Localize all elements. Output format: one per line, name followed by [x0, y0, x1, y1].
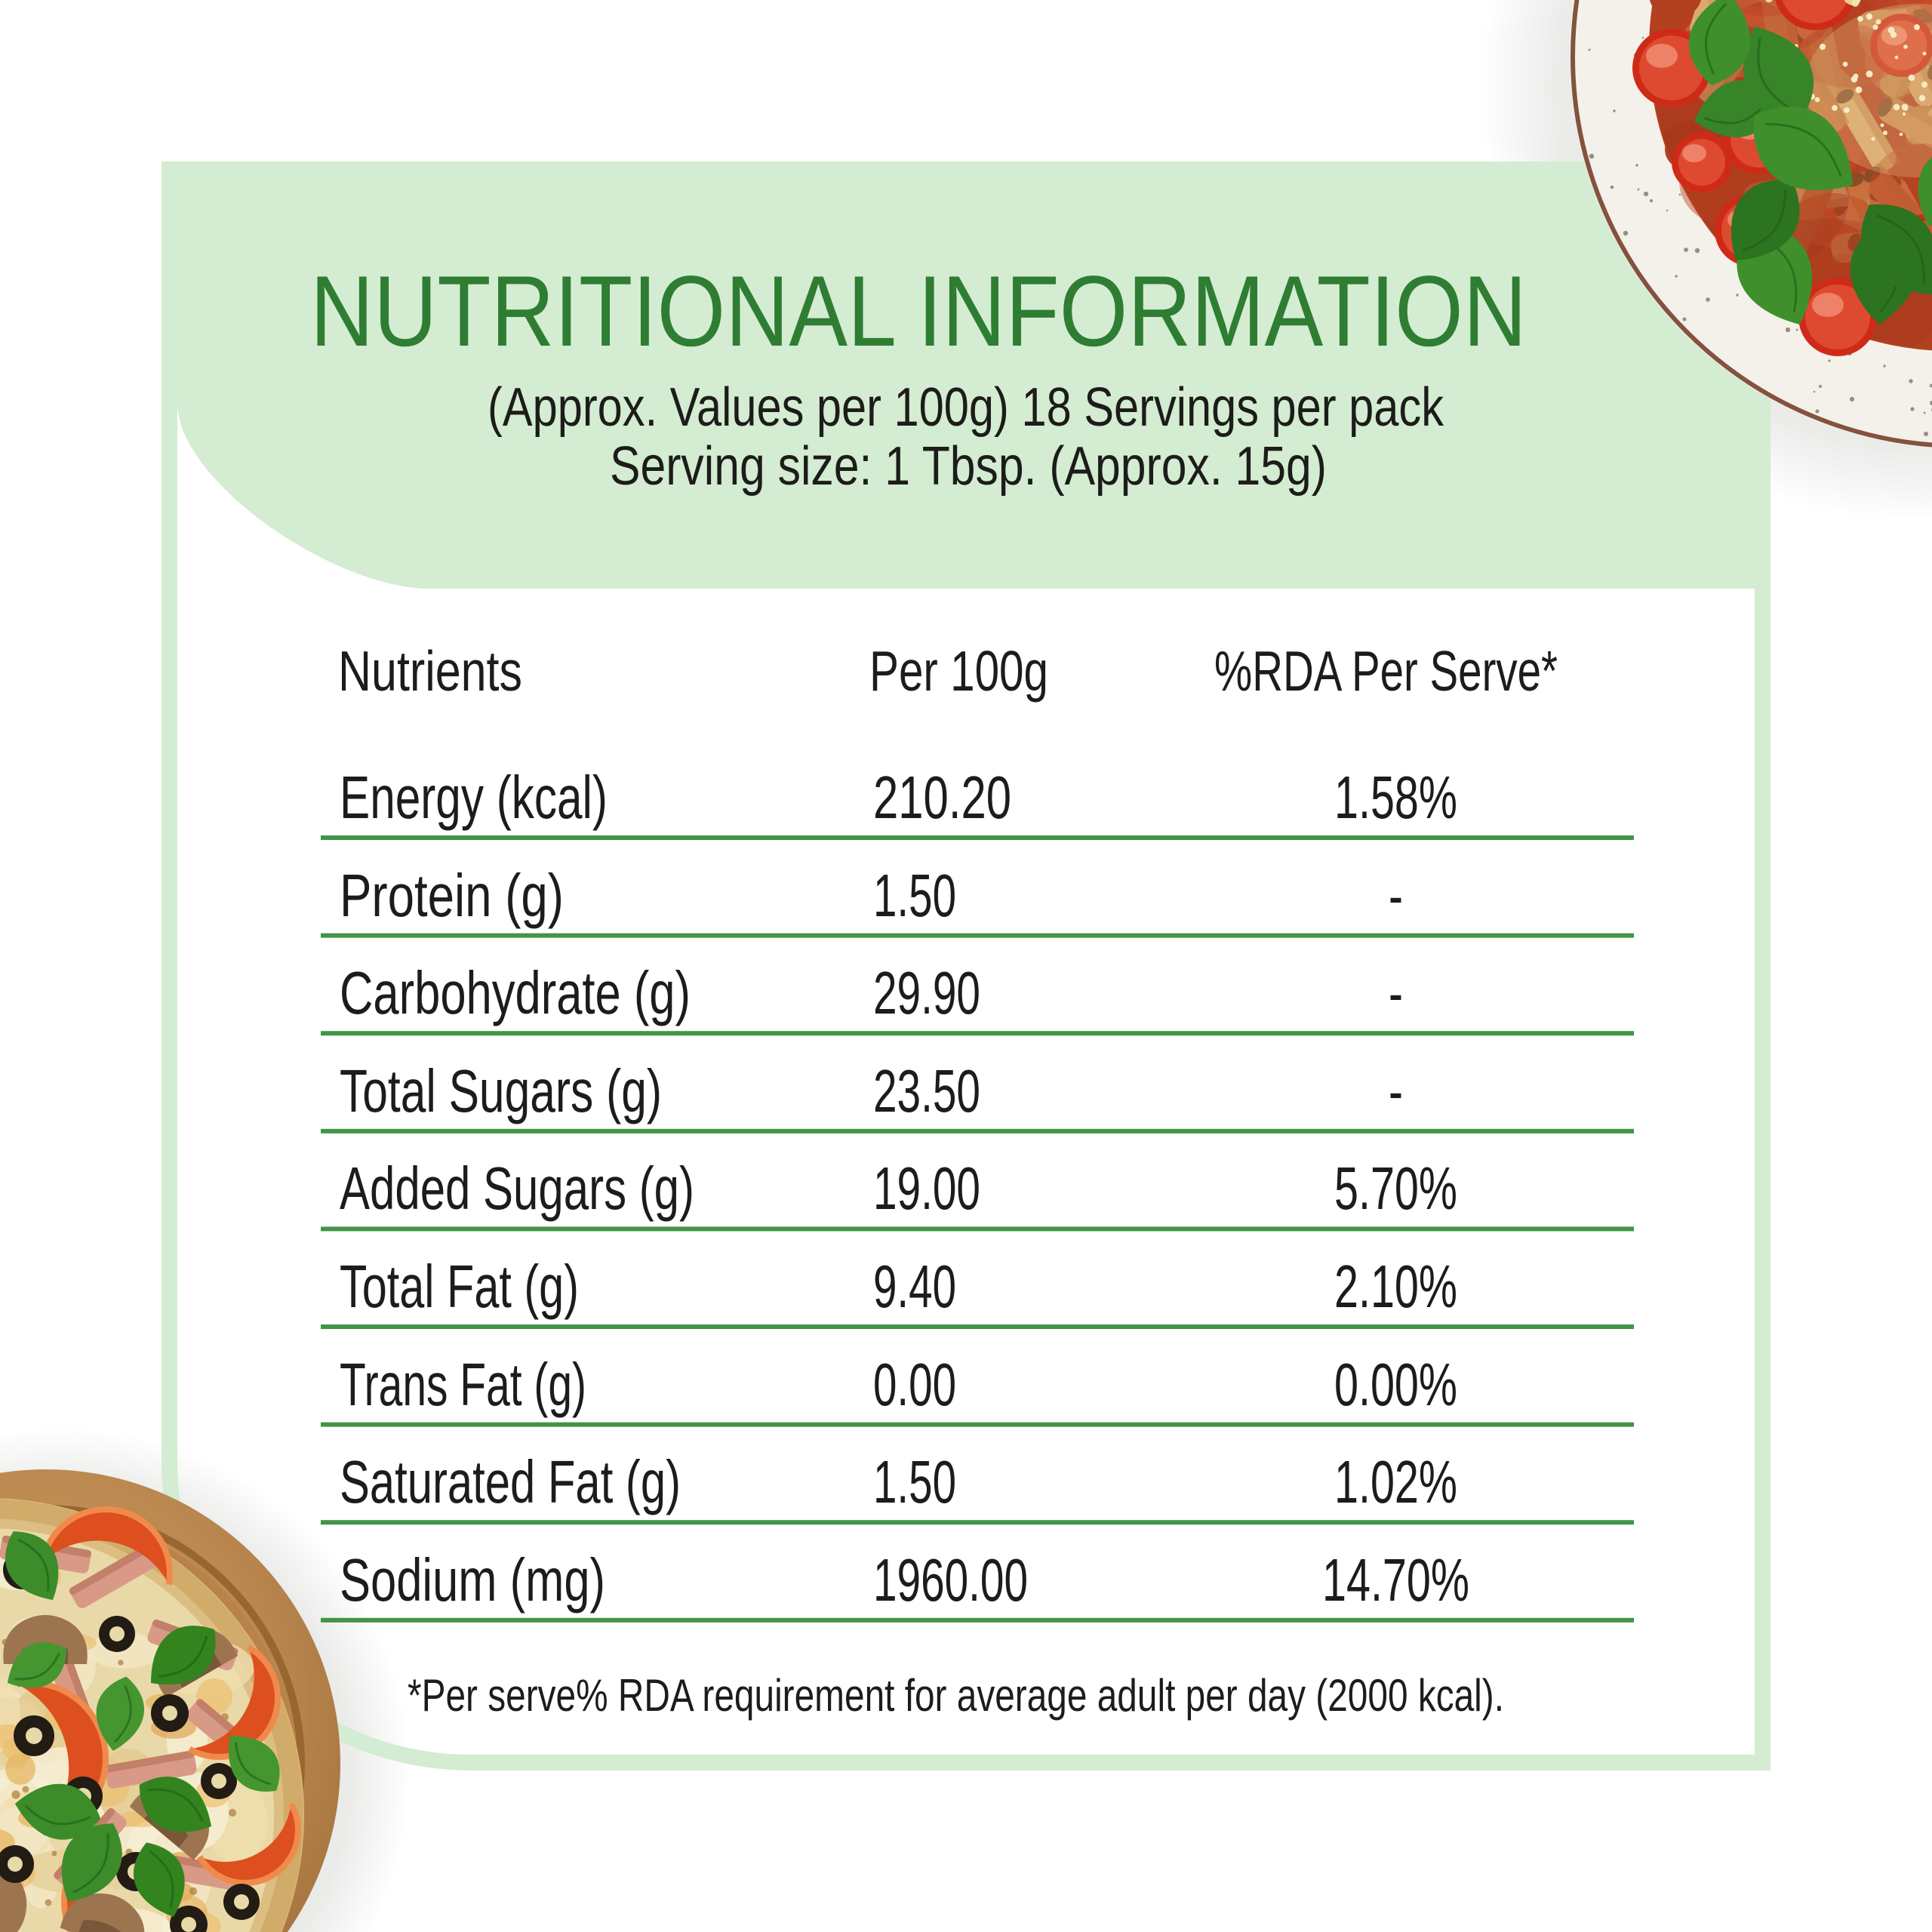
svg-text:(Approx. Values per 100g) 18 S: (Approx. Values per 100g) 18 Servings pe… — [488, 377, 1444, 438]
svg-text:Trans Fat (g): Trans Fat (g) — [340, 1351, 586, 1418]
svg-text:Per 100g: Per 100g — [869, 639, 1048, 703]
svg-text:1.58%: 1.58% — [1334, 764, 1457, 831]
svg-text:Protein (g): Protein (g) — [340, 862, 564, 929]
svg-text:5.70%: 5.70% — [1334, 1155, 1457, 1222]
svg-text:-: - — [1389, 959, 1403, 1026]
svg-text:*Per serve% RDA requirement fo: *Per serve% RDA requirement for average … — [408, 1670, 1504, 1721]
svg-text:Nutrients: Nutrients — [338, 639, 522, 703]
svg-text:1.02%: 1.02% — [1334, 1448, 1457, 1515]
svg-text:23.50: 23.50 — [873, 1057, 980, 1124]
svg-text:1.50: 1.50 — [873, 1448, 956, 1515]
svg-text:1960.00: 1960.00 — [873, 1546, 1028, 1614]
svg-text:2.10%: 2.10% — [1334, 1253, 1457, 1320]
svg-text:19.00: 19.00 — [873, 1155, 980, 1222]
svg-text:Added Sugars (g): Added Sugars (g) — [340, 1155, 694, 1222]
svg-text:Serving size: 1 Tbsp. (Approx.: Serving size: 1 Tbsp. (Approx. 15g) — [610, 436, 1327, 497]
svg-text:%RDA Per Serve*: %RDA Per Serve* — [1214, 639, 1558, 703]
svg-text:14.70%: 14.70% — [1322, 1546, 1469, 1614]
svg-text:Sodium (mg): Sodium (mg) — [340, 1546, 605, 1614]
svg-text:Carbohydrate (g): Carbohydrate (g) — [340, 959, 691, 1026]
svg-text:0.00: 0.00 — [873, 1351, 956, 1418]
svg-text:Energy (kcal): Energy (kcal) — [340, 764, 608, 831]
svg-text:210.20: 210.20 — [873, 764, 1011, 831]
svg-text:Saturated Fat (g): Saturated Fat (g) — [340, 1448, 681, 1515]
svg-text:NUTRITIONAL INFORMATION: NUTRITIONAL INFORMATION — [310, 256, 1527, 368]
svg-text:9.40: 9.40 — [873, 1253, 956, 1320]
svg-text:Total Fat (g): Total Fat (g) — [340, 1253, 579, 1320]
svg-text:-: - — [1389, 1057, 1403, 1124]
svg-text:1.50: 1.50 — [873, 862, 956, 929]
svg-text:29.90: 29.90 — [873, 959, 980, 1026]
svg-text:-: - — [1389, 862, 1403, 929]
svg-text:0.00%: 0.00% — [1334, 1351, 1457, 1418]
svg-text:Total Sugars (g): Total Sugars (g) — [340, 1057, 662, 1124]
